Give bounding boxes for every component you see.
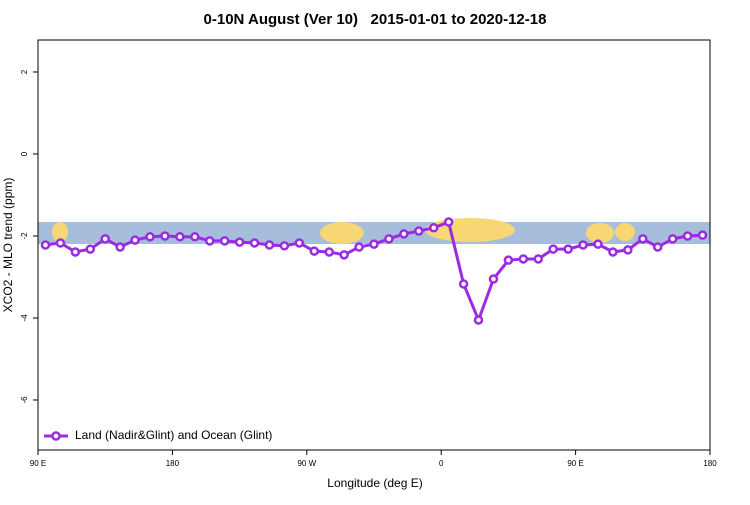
y-tick-label: -2 xyxy=(20,232,29,240)
point xyxy=(443,217,454,227)
point xyxy=(70,247,81,257)
point xyxy=(667,234,678,244)
point xyxy=(324,247,334,257)
point xyxy=(548,244,558,254)
point xyxy=(234,237,245,247)
point xyxy=(578,240,588,250)
point xyxy=(160,231,170,241)
point xyxy=(115,242,125,252)
x-tick-label: 90 W xyxy=(297,459,316,468)
point xyxy=(503,255,514,265)
point xyxy=(428,223,439,233)
land xyxy=(586,223,614,243)
point xyxy=(219,236,230,246)
x-tick-label: 90 E xyxy=(30,459,46,468)
x-tick-label: 90 E xyxy=(567,459,583,468)
point xyxy=(623,245,633,255)
y-tick-label: 0 xyxy=(20,151,29,156)
x-tick-label: 180 xyxy=(703,459,717,468)
point xyxy=(399,229,409,239)
point xyxy=(309,246,320,256)
point xyxy=(175,232,185,242)
point xyxy=(354,242,364,252)
chart-title: 0-10N August (Ver 10) 2015-01-01 to 2020… xyxy=(204,11,547,28)
land xyxy=(52,222,68,242)
point xyxy=(100,234,110,244)
x-tick-label: 180 xyxy=(166,459,180,468)
point xyxy=(204,236,215,246)
point xyxy=(384,234,394,244)
y-tick-label: -4 xyxy=(20,314,29,322)
point xyxy=(339,250,349,260)
point xyxy=(264,240,275,250)
point xyxy=(473,315,484,325)
y-axis-label: XCO2 - MLO trend (ppm) xyxy=(1,178,15,313)
point xyxy=(608,247,618,257)
point xyxy=(40,240,51,250)
legend-marker xyxy=(51,431,61,441)
point xyxy=(145,232,155,242)
land xyxy=(320,222,364,244)
point xyxy=(369,239,379,249)
point xyxy=(130,235,140,245)
x-axis-label: Longitude (deg E) xyxy=(327,476,422,490)
land xyxy=(615,223,635,241)
point xyxy=(697,230,708,240)
point xyxy=(652,242,663,252)
point xyxy=(563,244,573,254)
plot-frame xyxy=(37,39,711,451)
point xyxy=(682,231,693,241)
point xyxy=(85,244,96,254)
point xyxy=(638,234,648,244)
point xyxy=(249,238,260,248)
point xyxy=(533,254,544,264)
point xyxy=(190,232,200,242)
legend-label: Land (Nadir&Glint) and Ocean (Glint) xyxy=(75,428,272,442)
point xyxy=(458,279,469,289)
point xyxy=(414,226,424,236)
point xyxy=(518,254,529,264)
point xyxy=(55,238,66,248)
y-tick-label: 2 xyxy=(20,69,29,74)
x-tick-label: 0 xyxy=(439,459,444,468)
point xyxy=(279,241,290,251)
land xyxy=(425,218,515,242)
point xyxy=(593,239,603,249)
point xyxy=(294,238,305,248)
point xyxy=(488,274,499,284)
y-tick-label: -6 xyxy=(20,396,29,404)
